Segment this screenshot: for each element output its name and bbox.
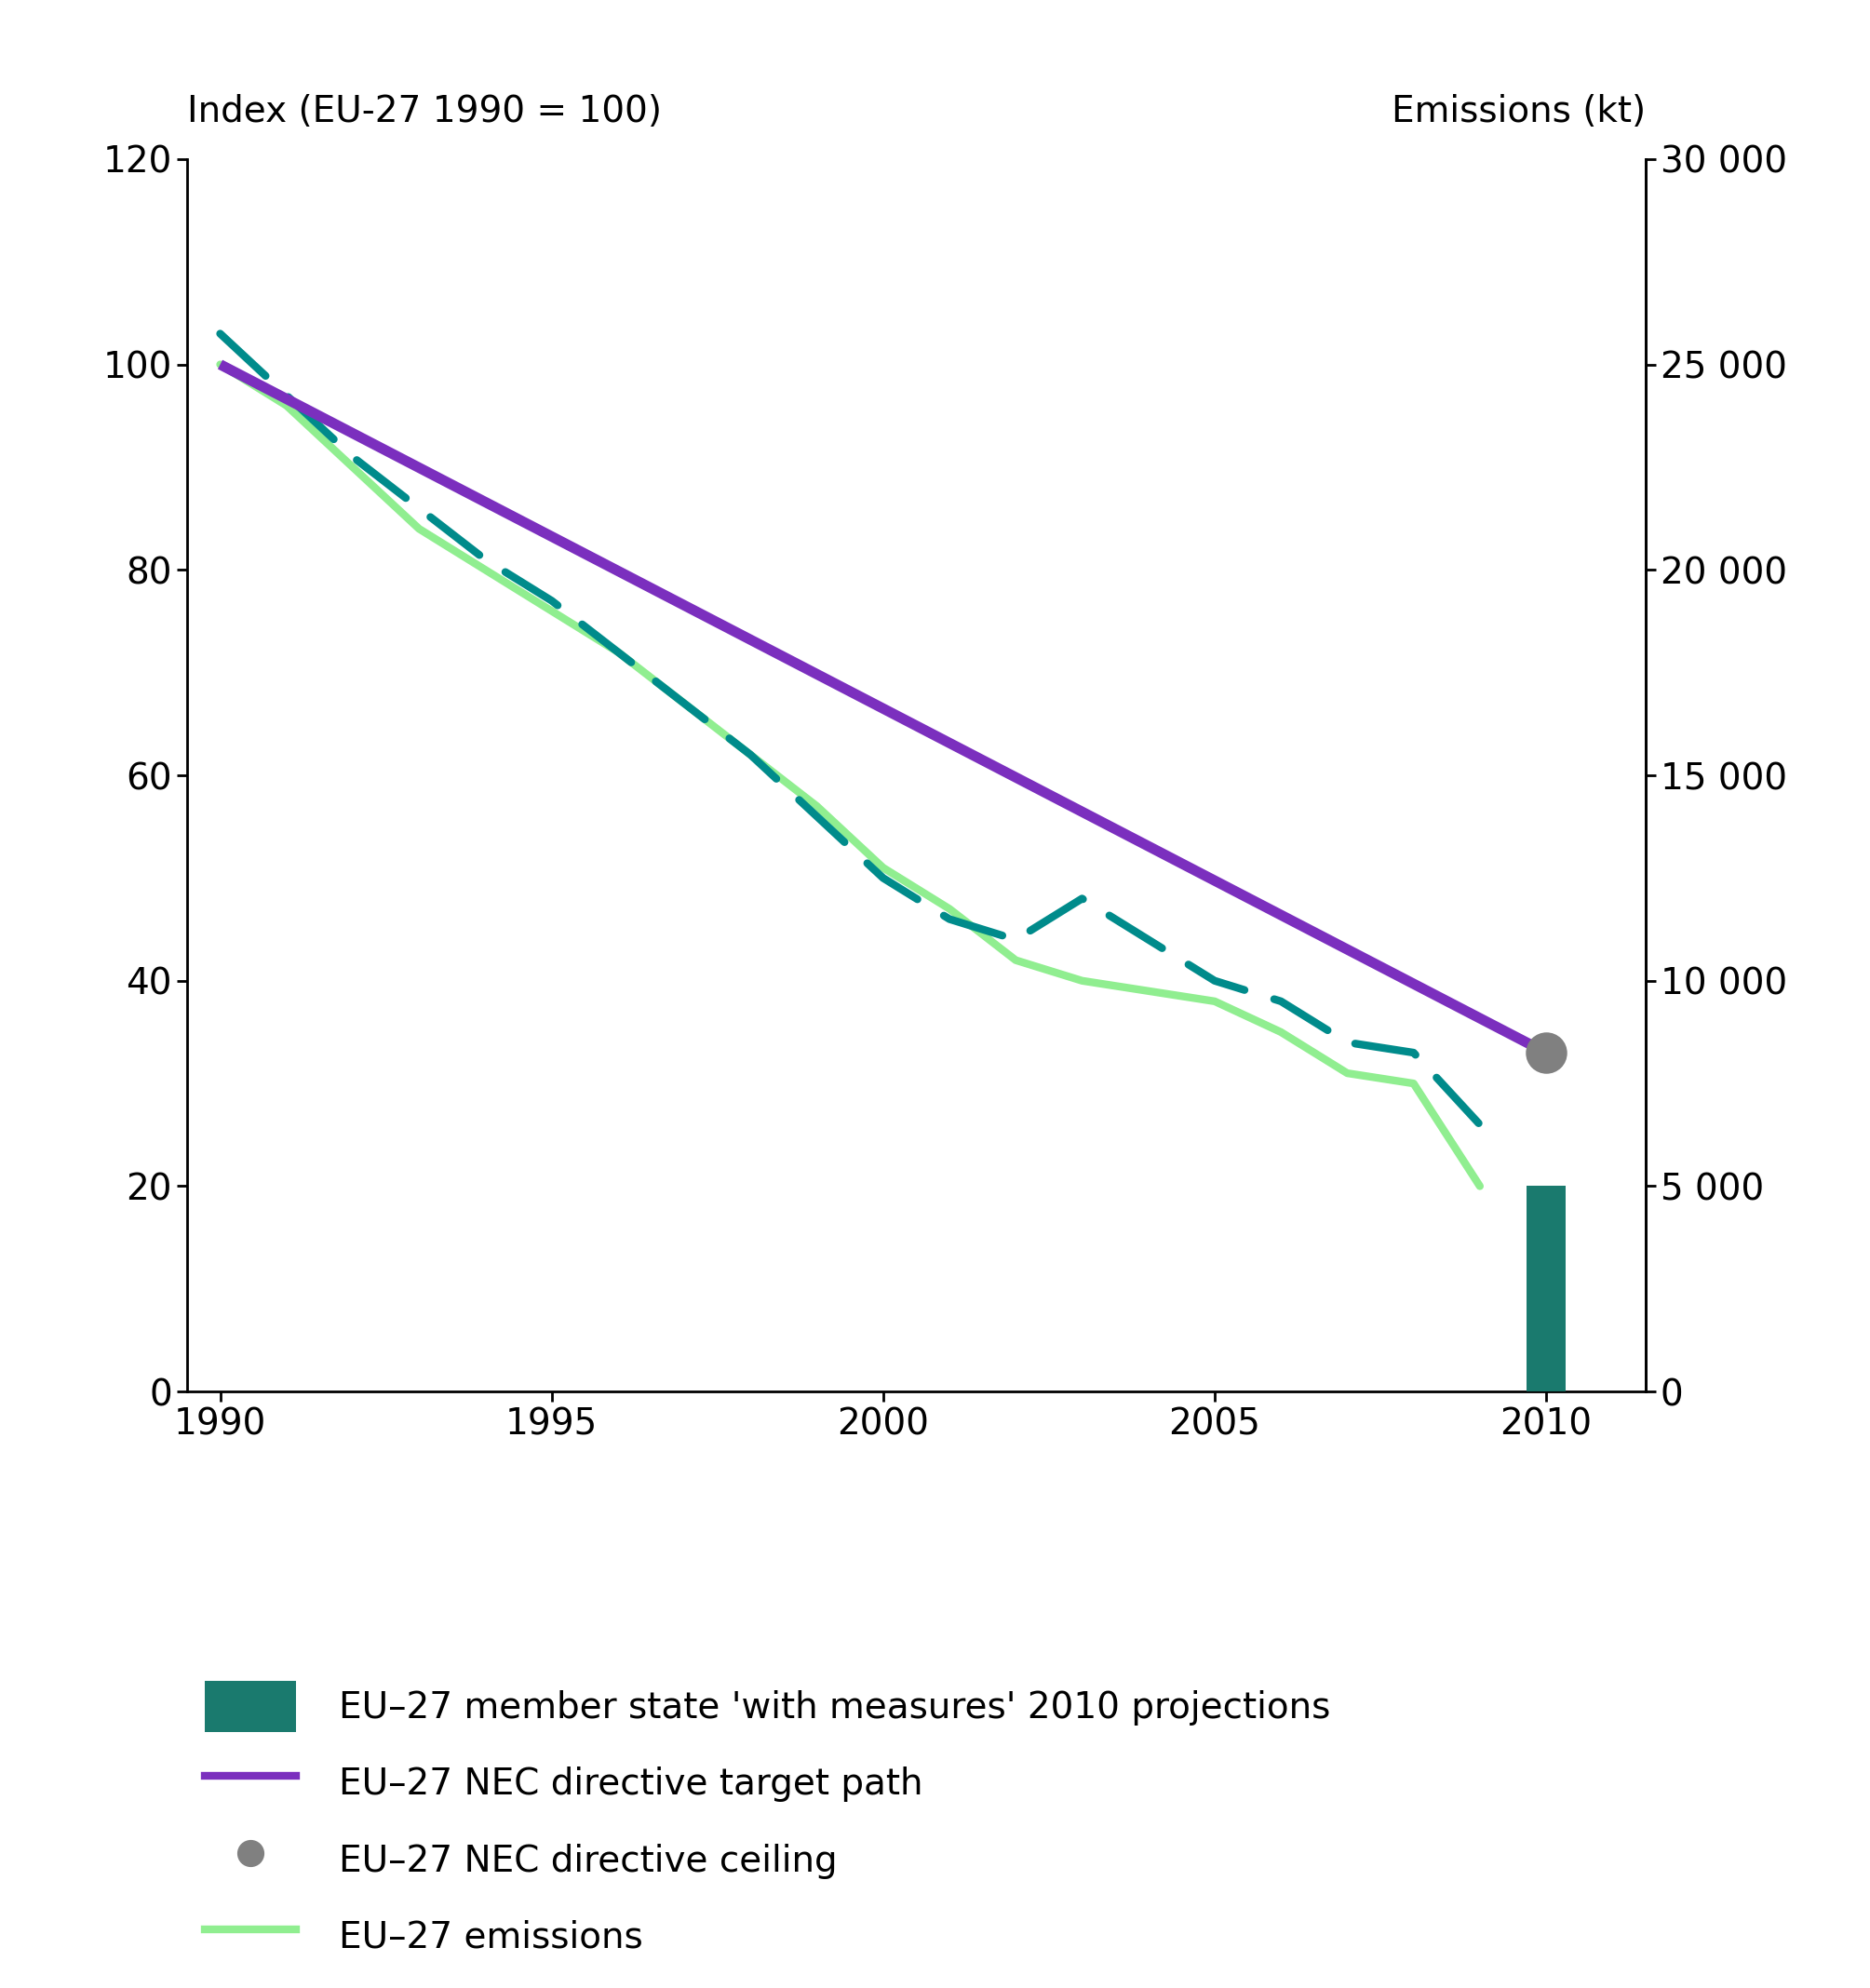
Bar <box>1526 1187 1565 1392</box>
Text: Index (EU-27 1990 = 100): Index (EU-27 1990 = 100) <box>187 93 662 129</box>
Legend: EU–27 member state 'with measures' 2010 projections, EU–27 NEC directive target : EU–27 member state 'with measures' 2010 … <box>206 1682 1331 1988</box>
Text: Emissions (kt): Emissions (kt) <box>1391 93 1646 129</box>
